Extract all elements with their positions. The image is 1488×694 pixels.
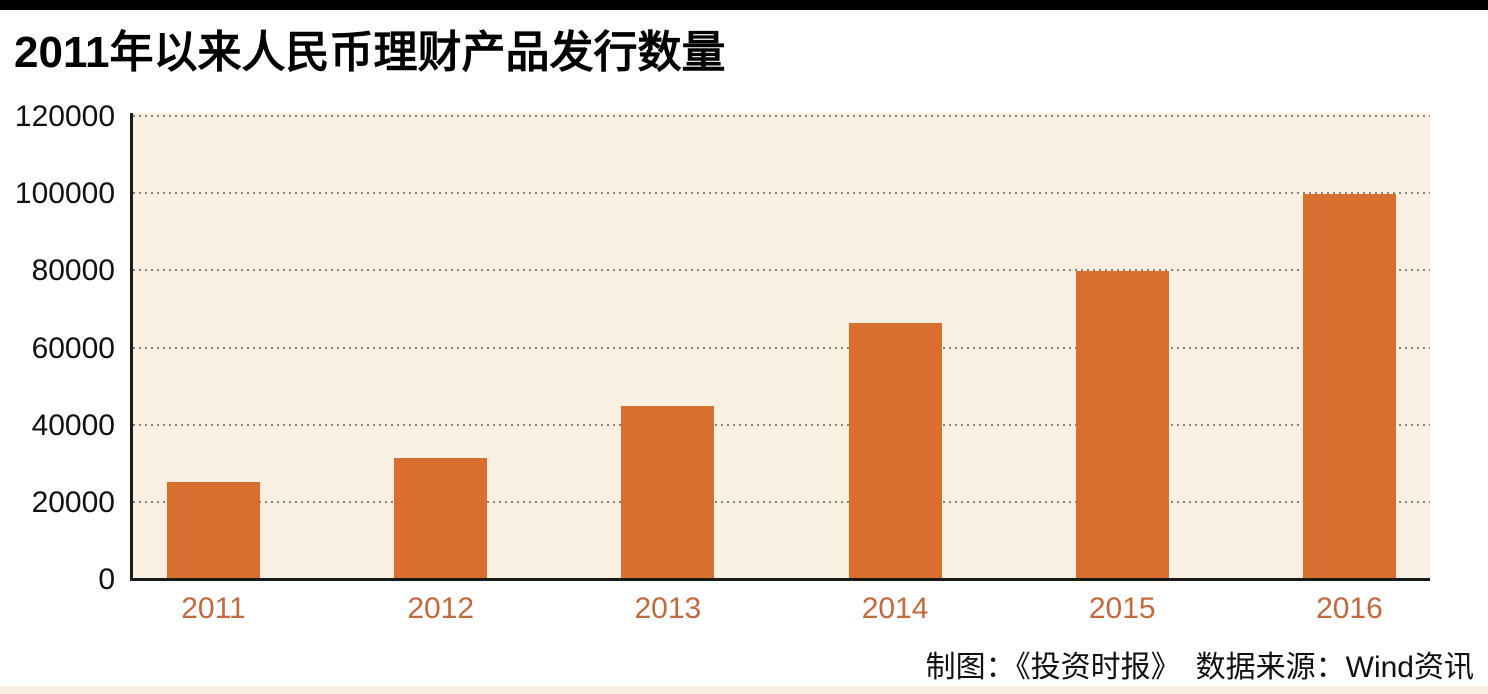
gridline-100000 [133, 192, 1430, 195]
x-tick-label-2014: 2014 [861, 592, 929, 625]
x-tick-label-2011: 2011 [181, 592, 246, 625]
gridline-20000 [133, 500, 1430, 503]
bar-2014 [848, 323, 942, 580]
gridline-60000 [133, 346, 1430, 349]
gridline-120000 [133, 115, 1430, 117]
bar-2016 [1302, 194, 1396, 580]
gridline-80000 [133, 269, 1430, 272]
x-tick-label-2013: 2013 [634, 592, 702, 625]
bar-2011 [167, 481, 260, 580]
bar-2015 [1075, 271, 1169, 580]
bars-container [133, 113, 1430, 580]
y-axis: 0 20000 40000 60000 80000 100000 120000 [0, 100, 130, 596]
bar-2013 [621, 406, 715, 580]
x-tick-label-2016: 2016 [1316, 592, 1383, 625]
x-tick-label-2012: 2012 [407, 592, 475, 625]
y-tick-label: 80000 [31, 254, 115, 288]
y-tick-label: 0 [98, 563, 115, 596]
y-tick-label: 100000 [14, 177, 115, 211]
credit-line: 制图：《投资时报》 数据来源：Wind资讯 [925, 651, 1474, 684]
bottom-strip [0, 686, 1488, 694]
y-tick-label: 20000 [31, 485, 115, 519]
y-tick-label: 40000 [31, 408, 115, 442]
bar-2012 [394, 458, 488, 580]
page-title: 2011年以来人民币理财产品发行数量 [14, 28, 726, 77]
bar-chart: 0 20000 40000 60000 80000 100000 120000 2011 20… [0, 100, 1488, 631]
top-accent-bar [0, 0, 1488, 10]
plot-area [133, 113, 1430, 580]
y-tick-label: 60000 [31, 331, 115, 365]
x-axis-line [130, 578, 1430, 581]
gridline-40000 [133, 423, 1430, 426]
x-tick-label-2015: 2015 [1088, 592, 1156, 625]
y-tick-label: 120000 [14, 100, 115, 133]
y-axis-line [130, 113, 133, 580]
x-axis-labels: 2011 2012 2013 2014 2015 2016 [133, 589, 1430, 629]
